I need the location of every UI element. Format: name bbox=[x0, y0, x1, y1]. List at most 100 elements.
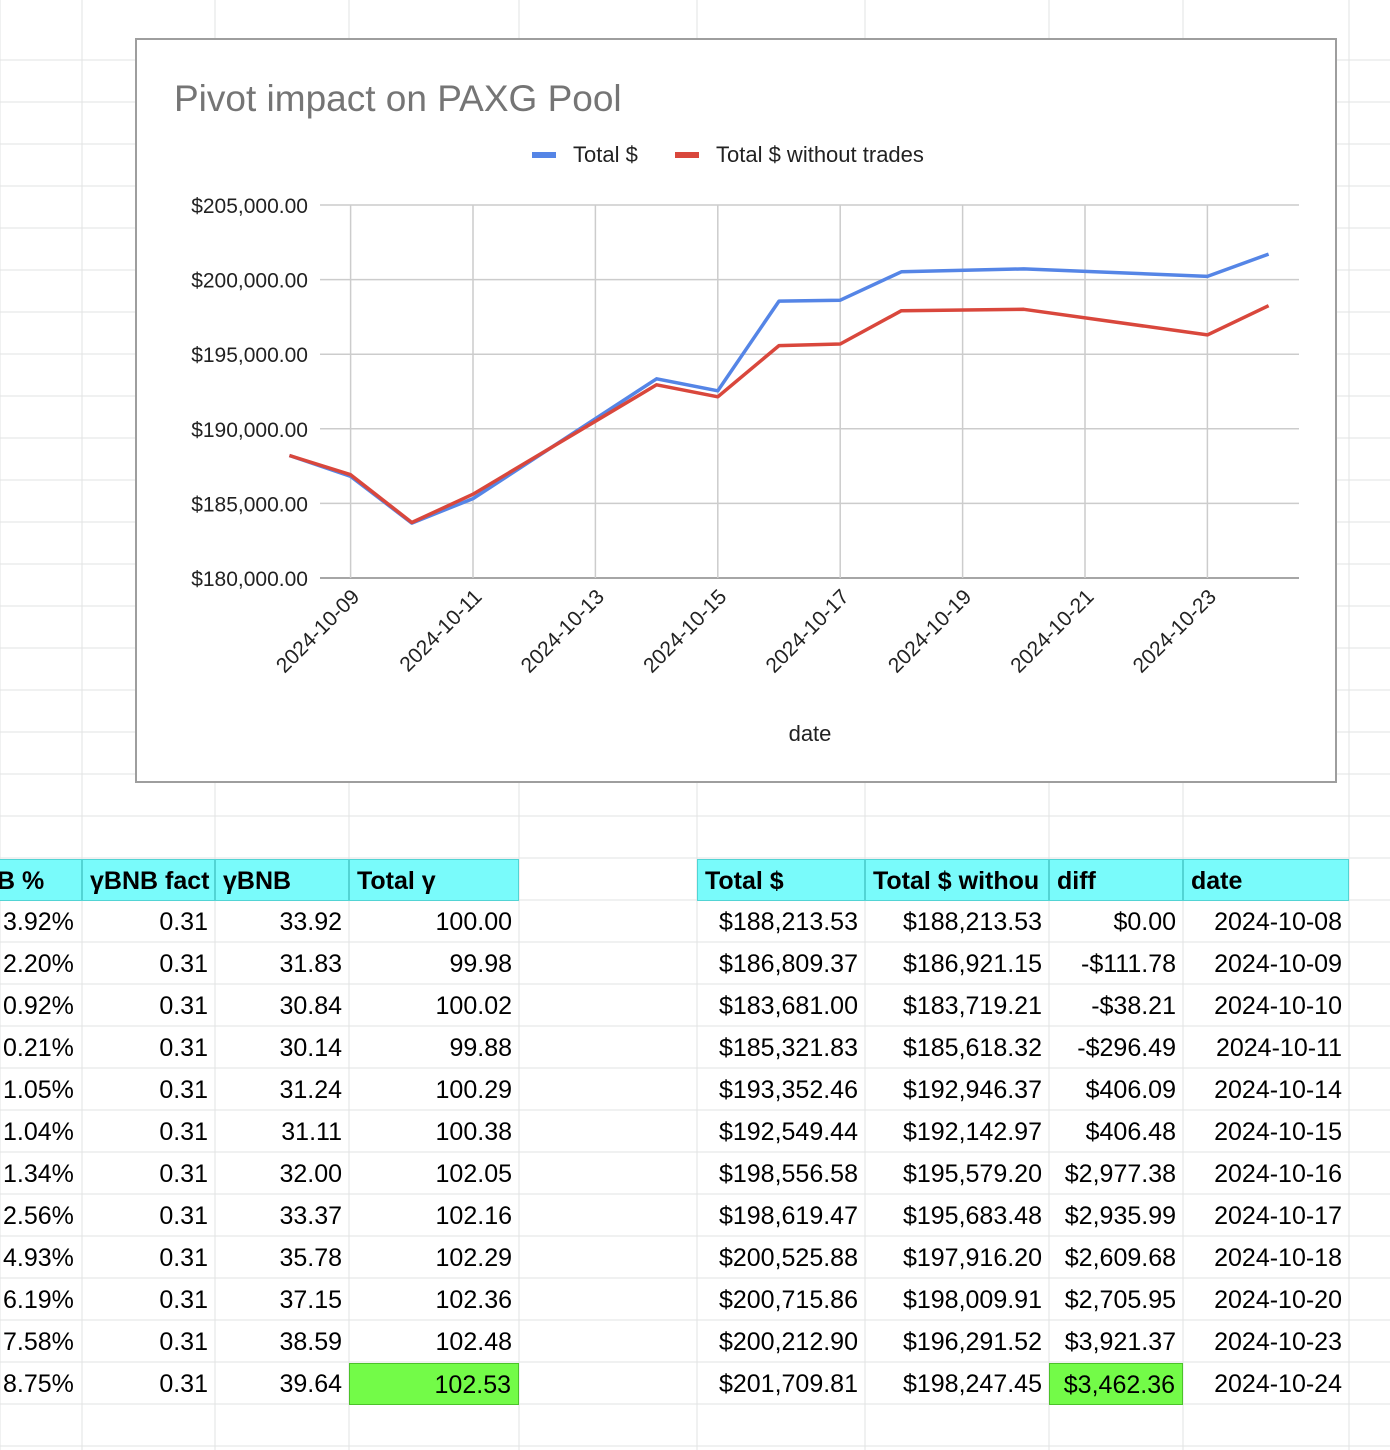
left-table-header[interactable]: γBNB bbox=[215, 859, 349, 901]
left-table-cell[interactable]: 4.93% bbox=[3, 1244, 74, 1272]
right-table-header[interactable]: diff bbox=[1049, 859, 1183, 901]
right-table-cell[interactable]: $188,213.53 bbox=[902, 908, 1042, 936]
left-table-cell[interactable]: 0.21% bbox=[3, 1034, 74, 1062]
right-table-cell[interactable]: $192,142.97 bbox=[902, 1118, 1042, 1146]
right-table-cell[interactable]: 2024-10-24 bbox=[1214, 1370, 1342, 1398]
right-table-cell[interactable]: $188,213.53 bbox=[718, 908, 858, 936]
left-table-cell[interactable]: 100.38 bbox=[435, 1118, 512, 1146]
left-table-cell[interactable]: 102.16 bbox=[435, 1202, 512, 1230]
right-table-cell[interactable]: $406.09 bbox=[1085, 1076, 1176, 1104]
left-table-cell[interactable]: 33.92 bbox=[279, 908, 342, 936]
series-line[interactable] bbox=[288, 252, 1270, 525]
right-table-cell[interactable]: 2024-10-20 bbox=[1214, 1286, 1342, 1314]
left-table-cell[interactable]: 2.56% bbox=[3, 1202, 74, 1230]
left-table-cell[interactable]: 0.31 bbox=[159, 908, 208, 936]
right-table-header[interactable]: date bbox=[1183, 859, 1349, 901]
right-table-cell[interactable]: $2,977.38 bbox=[1064, 1160, 1176, 1188]
right-table-cell[interactable]: $198,556.58 bbox=[718, 1160, 858, 1188]
right-table-cell[interactable]: $185,321.83 bbox=[718, 1034, 858, 1062]
right-table-cell[interactable]: $198,009.91 bbox=[902, 1286, 1042, 1314]
right-table-cell[interactable]: 2024-10-17 bbox=[1214, 1202, 1342, 1230]
left-table-cell[interactable]: 33.37 bbox=[279, 1202, 342, 1230]
series-line[interactable] bbox=[288, 304, 1270, 525]
left-table-cell[interactable]: 6.19% bbox=[3, 1286, 74, 1314]
left-table-cell[interactable]: 102.36 bbox=[435, 1286, 512, 1314]
left-table-cell[interactable]: 0.31 bbox=[159, 1076, 208, 1104]
left-table-cell[interactable]: 0.31 bbox=[159, 1160, 208, 1188]
right-table-cell[interactable]: $200,715.86 bbox=[718, 1286, 858, 1314]
left-table-cell[interactable]: 0.31 bbox=[159, 1370, 208, 1398]
right-table-cell[interactable]: 2024-10-09 bbox=[1214, 950, 1342, 978]
right-table-header[interactable]: Total $ bbox=[697, 859, 865, 901]
left-table-cell[interactable]: 0.92% bbox=[3, 992, 74, 1020]
left-table-cell[interactable]: 31.11 bbox=[281, 1118, 342, 1146]
left-table-cell[interactable]: 35.78 bbox=[279, 1244, 342, 1272]
right-table-cell[interactable]: 2024-10-14 bbox=[1214, 1076, 1342, 1104]
right-table-cell[interactable]: $3,462.36 bbox=[1049, 1363, 1183, 1405]
right-table-cell[interactable]: 2024-10-11 bbox=[1215, 1034, 1342, 1062]
right-table-cell[interactable]: $200,212.90 bbox=[718, 1328, 858, 1356]
right-table-cell[interactable]: 2024-10-10 bbox=[1214, 992, 1342, 1020]
left-table-cell[interactable]: 3.92% bbox=[3, 908, 74, 936]
left-table-cell[interactable]: 30.84 bbox=[279, 992, 342, 1020]
right-table-cell[interactable]: $2,609.68 bbox=[1064, 1244, 1176, 1272]
left-table-header[interactable]: B % bbox=[0, 859, 82, 901]
right-table-cell[interactable]: $2,705.95 bbox=[1064, 1286, 1176, 1314]
left-table-cell[interactable]: 100.29 bbox=[435, 1076, 512, 1104]
right-table-cell[interactable]: $192,549.44 bbox=[718, 1118, 858, 1146]
left-table-cell[interactable]: 0.31 bbox=[159, 1328, 208, 1356]
left-table-cell[interactable]: 100.02 bbox=[435, 992, 512, 1020]
left-table-cell[interactable]: 31.24 bbox=[279, 1076, 342, 1104]
left-table-cell[interactable]: 0.31 bbox=[159, 950, 208, 978]
right-table-cell[interactable]: $406.48 bbox=[1085, 1118, 1176, 1146]
left-table-cell[interactable]: 1.05% bbox=[3, 1076, 74, 1104]
left-table-cell[interactable]: 38.59 bbox=[279, 1328, 342, 1356]
right-table-cell[interactable]: $198,247.45 bbox=[902, 1370, 1042, 1398]
right-table-cell[interactable]: 2024-10-18 bbox=[1214, 1244, 1342, 1272]
left-table-cell[interactable]: 8.75% bbox=[3, 1370, 74, 1398]
right-table-cell[interactable]: $195,579.20 bbox=[902, 1160, 1042, 1188]
right-table-cell[interactable]: $2,935.99 bbox=[1064, 1202, 1176, 1230]
left-table-cell[interactable]: 99.98 bbox=[449, 950, 512, 978]
left-table-cell[interactable]: 102.53 bbox=[349, 1363, 519, 1405]
left-table-cell[interactable]: 0.31 bbox=[159, 1244, 208, 1272]
right-table-cell[interactable]: $192,946.37 bbox=[902, 1076, 1042, 1104]
right-table-cell[interactable]: -$296.49 bbox=[1077, 1034, 1176, 1062]
left-table-cell[interactable]: 99.88 bbox=[449, 1034, 512, 1062]
right-table-cell[interactable]: $185,618.32 bbox=[902, 1034, 1042, 1062]
left-table-header[interactable]: Total γ bbox=[349, 859, 519, 901]
left-table-cell[interactable]: 30.14 bbox=[279, 1034, 342, 1062]
left-table-cell[interactable]: 31.83 bbox=[279, 950, 342, 978]
left-table-cell[interactable]: 100.00 bbox=[435, 908, 512, 936]
left-table-cell[interactable]: 0.31 bbox=[159, 1118, 208, 1146]
right-table-cell[interactable]: $186,921.15 bbox=[902, 950, 1042, 978]
right-table-cell[interactable]: $195,683.48 bbox=[902, 1202, 1042, 1230]
left-table-cell[interactable]: 1.34% bbox=[3, 1160, 74, 1188]
left-table-cell[interactable]: 37.15 bbox=[279, 1286, 342, 1314]
left-table-cell[interactable]: 32.00 bbox=[279, 1160, 342, 1188]
left-table-cell[interactable]: 0.31 bbox=[159, 1034, 208, 1062]
right-table-cell[interactable]: 2024-10-16 bbox=[1214, 1160, 1342, 1188]
right-table-cell[interactable]: $0.00 bbox=[1113, 908, 1176, 936]
left-table-header[interactable]: γBNB fact bbox=[82, 859, 215, 901]
left-table-cell[interactable]: 102.05 bbox=[435, 1160, 512, 1188]
right-table-header[interactable]: Total $ withou bbox=[865, 859, 1049, 901]
left-table-cell[interactable]: 1.04% bbox=[3, 1118, 74, 1146]
right-table-cell[interactable]: $201,709.81 bbox=[718, 1370, 858, 1398]
right-table-cell[interactable]: $198,619.47 bbox=[718, 1202, 858, 1230]
right-table-cell[interactable]: -$38.21 bbox=[1091, 992, 1176, 1020]
left-table-cell[interactable]: 2.20% bbox=[3, 950, 74, 978]
right-table-cell[interactable]: $196,291.52 bbox=[902, 1328, 1042, 1356]
right-table-cell[interactable]: $183,719.21 bbox=[902, 992, 1042, 1020]
legend-label[interactable]: Total $ without trades bbox=[716, 142, 924, 167]
left-table-cell[interactable]: 0.31 bbox=[159, 992, 208, 1020]
right-table-cell[interactable]: $186,809.37 bbox=[718, 950, 858, 978]
left-table-cell[interactable]: 39.64 bbox=[279, 1370, 342, 1398]
legend-label[interactable]: Total $ bbox=[573, 142, 638, 167]
left-table-cell[interactable]: 0.31 bbox=[159, 1202, 208, 1230]
right-table-cell[interactable]: $3,921.37 bbox=[1064, 1328, 1176, 1356]
left-table-cell[interactable]: 0.31 bbox=[159, 1286, 208, 1314]
embedded-chart[interactable]: Pivot impact on PAXG Pool Total $ Total $ … bbox=[135, 38, 1337, 783]
left-table-cell[interactable]: 102.48 bbox=[435, 1328, 512, 1356]
right-table-cell[interactable]: 2024-10-15 bbox=[1214, 1118, 1342, 1146]
